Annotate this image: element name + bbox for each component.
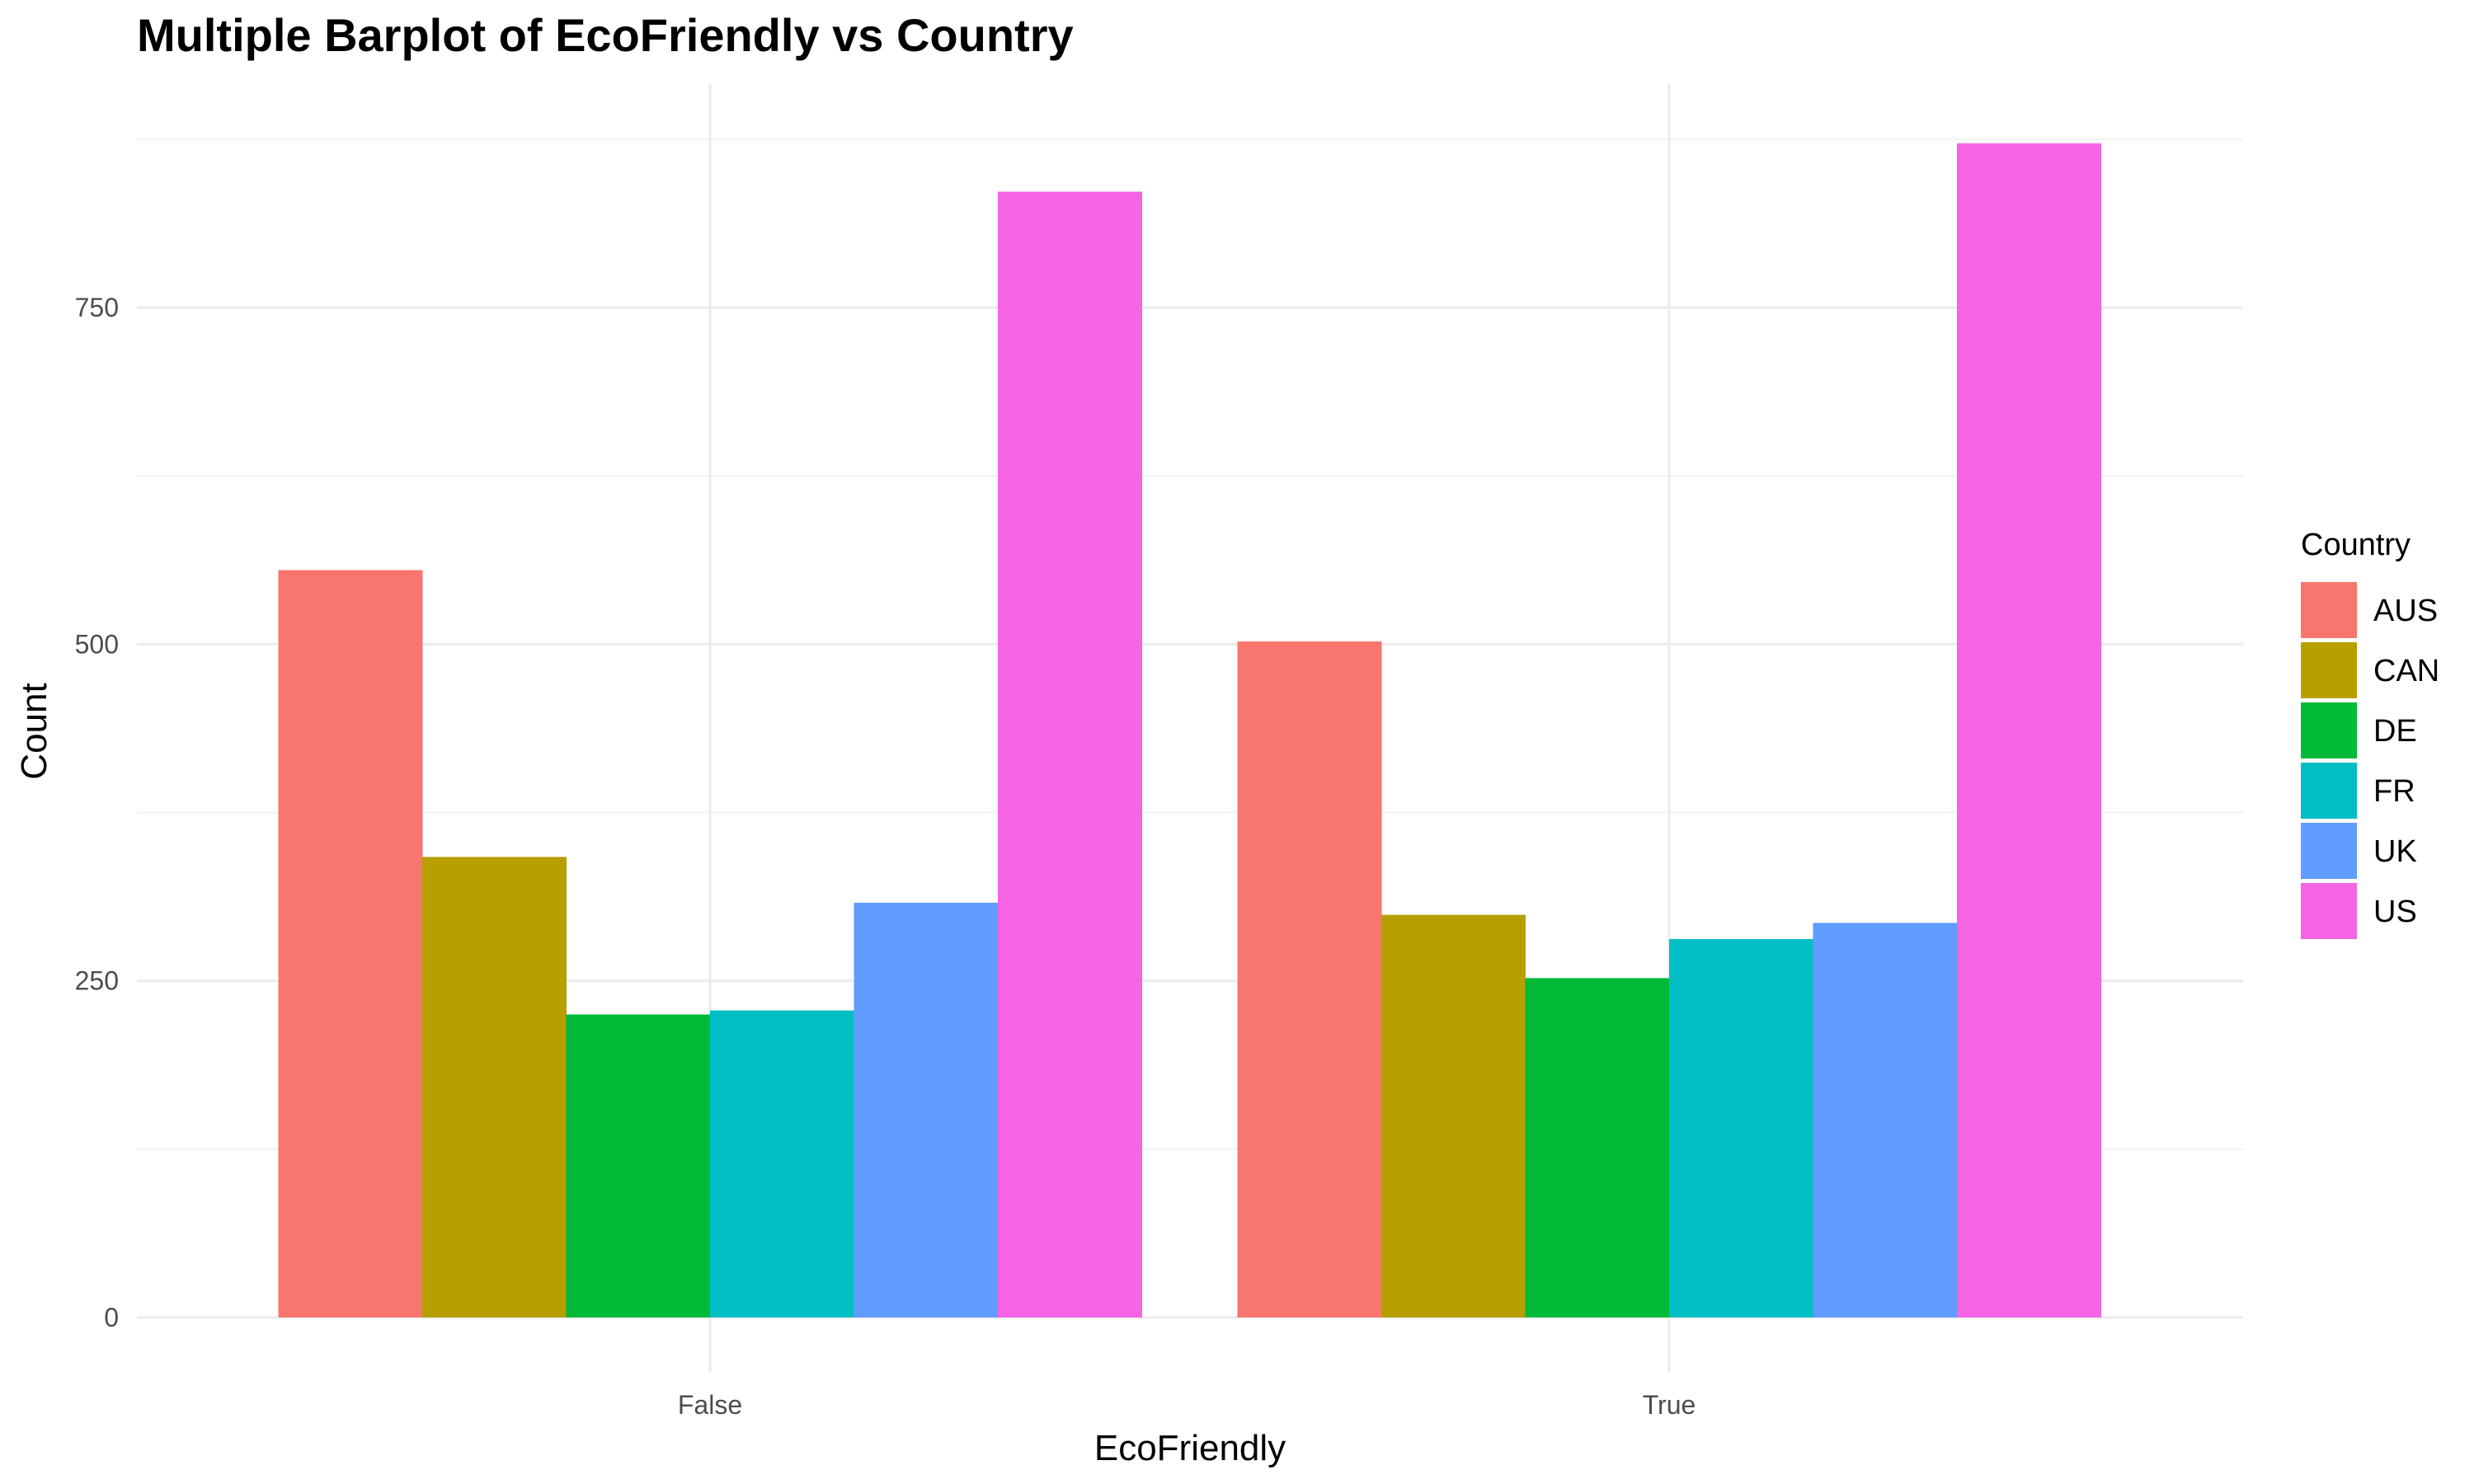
- x-tick-label: True: [1643, 1390, 1696, 1420]
- y-tick-label: 0: [104, 1303, 119, 1332]
- legend-key-us: [2301, 883, 2357, 939]
- bar-fr-true: [1669, 939, 1813, 1317]
- bar-uk-false: [854, 902, 999, 1317]
- bars: [278, 143, 2101, 1318]
- legend-label-uk: UK: [2373, 834, 2417, 869]
- bar-us-false: [998, 191, 1142, 1318]
- bar-can-true: [1381, 914, 1526, 1317]
- y-tick-label: 250: [75, 966, 119, 996]
- bar-fr-false: [710, 1010, 854, 1317]
- bar-aus-false: [278, 570, 423, 1317]
- y-axis-ticks: 0 250 500 750: [75, 293, 119, 1332]
- legend-key-aus: [2301, 582, 2357, 638]
- bar-de-true: [1525, 978, 1670, 1317]
- chart-title: Multiple Barplot of EcoFriendly vs Count…: [137, 9, 1074, 61]
- legend-label-us: US: [2373, 895, 2417, 929]
- legend-key-fr: [2301, 763, 2357, 819]
- legend-label-fr: FR: [2373, 774, 2415, 809]
- legend-title: Country: [2301, 528, 2411, 562]
- legend-key-uk: [2301, 823, 2357, 879]
- legend-key-de: [2301, 702, 2357, 758]
- bar-can-false: [422, 857, 567, 1317]
- bar-de-false: [566, 1014, 711, 1317]
- x-tick-label: False: [678, 1390, 742, 1420]
- bar-uk-true: [1813, 923, 1958, 1317]
- x-axis-title: EcoFriendly: [1094, 1428, 1286, 1468]
- x-axis-ticks: False True: [678, 1390, 1696, 1420]
- legend: Country AUS CAN DE FR UK US: [2301, 528, 2439, 939]
- legend-label-can: CAN: [2373, 654, 2439, 688]
- bar-aus-true: [1237, 641, 1382, 1317]
- legend-label-aus: AUS: [2373, 594, 2438, 628]
- legend-key-can: [2301, 642, 2357, 698]
- y-tick-label: 750: [75, 293, 119, 322]
- legend-label-de: DE: [2373, 714, 2417, 749]
- y-tick-label: 500: [75, 629, 119, 659]
- y-axis-title: Count: [14, 683, 54, 779]
- legend-items: AUS CAN DE FR UK US: [2301, 582, 2439, 939]
- bar-us-true: [1957, 143, 2101, 1317]
